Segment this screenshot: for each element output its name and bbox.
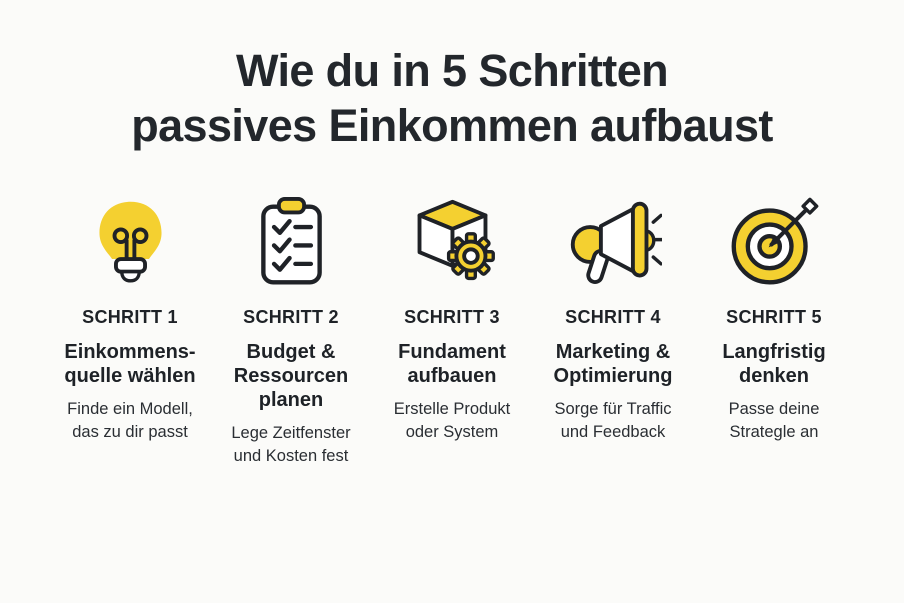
step-description: Lege Zeitfenster und Kosten fest [231,423,351,465]
step-description: Finde ein Modell, das zu dir passt [67,399,193,441]
step-column-3: SCHRITT 3 Fundament aufbauen Erstelle Pr… [372,194,533,468]
step-label: SCHRITT 1 [82,306,178,327]
step-description: Sorge für Traffic und Feedback [554,399,672,441]
step-title: Budget & Ressourcen planen [233,340,349,411]
step-icon-box [372,194,533,294]
step-title: Einkommens- quelle wählen [64,340,196,387]
page-title: Wie du in 5 Schritten passives Einkommen… [131,45,773,151]
step-column-4: SCHRITT 4 Marketing & Optimierung Sorge … [533,194,694,468]
step-column-2: SCHRITT 2 Budget & Ressourcen planen Leg… [211,194,372,468]
step-column-1: SCHRITT 1 Einkommens- quelle wählen Find… [50,194,211,468]
step-label: SCHRITT 4 [565,306,661,327]
steps-row: SCHRITT 1 Einkommens- quelle wählen Find… [0,194,904,468]
step-icon-box [211,194,372,294]
step-description: Passe deine Strategle an [728,399,820,441]
step-label: SCHRITT 3 [404,306,500,327]
step-label: SCHRITT 5 [726,306,822,327]
lightbulb-icon [98,202,162,283]
cube-gear-icon [417,200,495,281]
step-icon-box [694,194,855,294]
step-description: Erstelle Produkt oder System [393,399,511,441]
step-title: Marketing & Optimierung [553,340,673,387]
step-title: Langfristig denken [722,340,826,387]
step-column-5: SCHRITT 5 Langfristig denken Passe deine… [694,194,855,468]
target-icon [731,197,818,285]
clipboard-checklist-icon [260,197,322,285]
step-title: Fundament aufbauen [398,340,506,387]
step-icon-box [533,194,694,294]
megaphone-icon [570,202,662,285]
step-icon-box [50,194,211,294]
step-label: SCHRITT 2 [243,306,339,327]
